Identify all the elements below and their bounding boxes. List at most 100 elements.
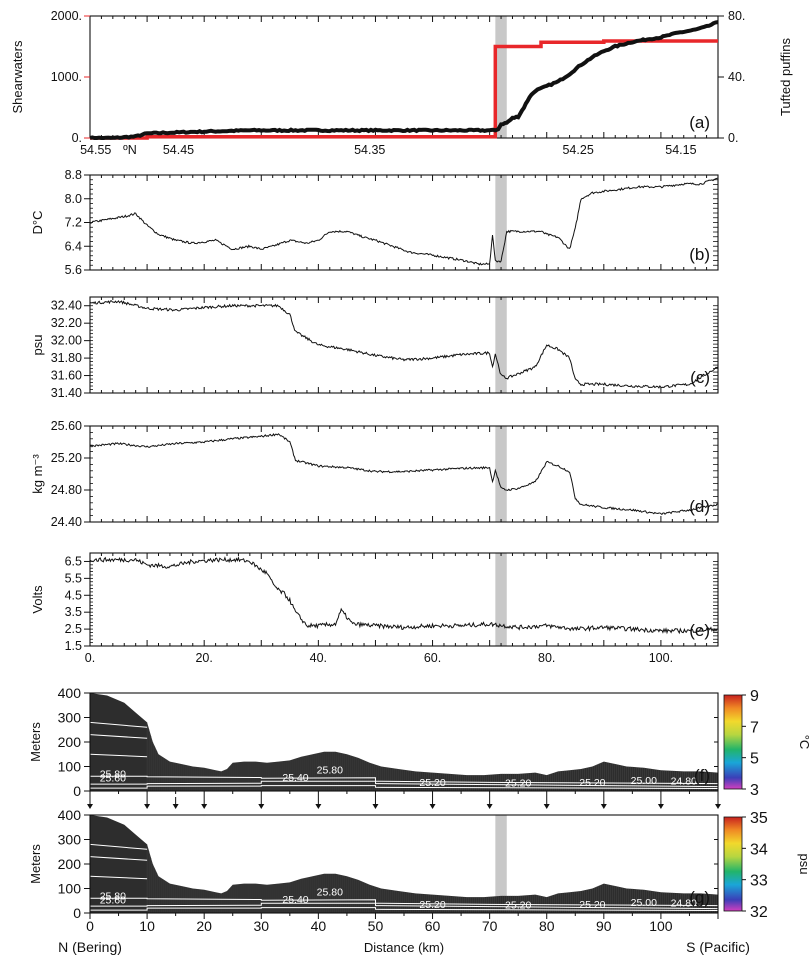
panel-c-y-tick-label: 32.00: [51, 334, 82, 348]
panel-d-series-line: [89, 433, 719, 516]
panel-d-y-ticks: 24.40 24.80 25.20 25.60: [51, 419, 718, 529]
panel-d-axis-title: kg m⁻³: [30, 454, 45, 494]
panel-c-y-tick-label: 31.60: [51, 369, 82, 383]
panel-e-label: (e): [689, 621, 710, 640]
panel-f-colorbar-tick-label: 3: [750, 782, 759, 799]
panel-a-left-tick-label: 0.: [72, 131, 82, 145]
panel-e-y-tick-label: 1.5: [65, 639, 82, 653]
panel-f-contour-label: 25.20: [579, 777, 605, 789]
x-axis-end-right-label: S (Pacific): [686, 939, 750, 955]
panel-f-colorbar: [723, 694, 743, 790]
x-axis-title: Distance (km): [364, 940, 444, 955]
panel-a-left-axis-title: Shearwaters: [10, 40, 25, 113]
frontal-zone-highlight: [495, 16, 507, 138]
panel-e-x-tick-label: 40.: [310, 651, 327, 665]
panel-a-left-tick-label: 2000.: [51, 9, 82, 23]
panel-g-x-tick-label: 20: [196, 918, 212, 934]
panel-a-left-y-ticks: 0. 1000. 2000.: [51, 9, 90, 145]
panel-a-right-tick-label: 0.: [728, 131, 738, 145]
panel-e-x-tick-label: 100.: [649, 651, 673, 665]
panel-d-y-tick-label: 24.40: [51, 515, 82, 529]
panel-a-x-tick-label: 54.25: [562, 143, 593, 157]
panel-d-axes: [89, 425, 719, 523]
panel-f-y-tick-label: 200: [58, 734, 82, 750]
panel-b-y-tick-label: 5.6: [65, 263, 82, 277]
panel-g-x-tick-label: 10: [139, 918, 155, 934]
panel-f-contour-label: 24.80: [671, 776, 697, 788]
panel-g-colorbar-unit: psu: [797, 854, 809, 875]
panel-e-x-tick-label: 20.: [195, 651, 212, 665]
x-axis-end-left-label: N (Bering): [58, 939, 122, 955]
panel-g-contour-label: 25.80: [317, 886, 343, 898]
panel-c-series-line: [89, 300, 719, 389]
panel-g-axis-title: Meters: [28, 844, 43, 884]
panel-f-label: (f): [694, 766, 710, 785]
panel-e-y-tick-label: 2.5: [65, 622, 82, 636]
panel-f-contour-label: 25.80: [317, 764, 343, 776]
panel-b-series-line: [89, 177, 719, 266]
frontal-zone-highlight: [495, 426, 507, 522]
panel-g-colorbar-tick-label: 34: [750, 841, 768, 858]
panel-d-frame: [89, 425, 719, 523]
panel-g-seafloor: [90, 815, 718, 913]
panel-c-y-tick-label: 32.40: [51, 299, 82, 313]
panel-e-y-tick-label: 4.5: [65, 588, 82, 602]
panel-g-label: (g): [689, 888, 710, 907]
panel-g-y-tick-label: 300: [58, 832, 82, 848]
panel-a-right-tick-label: 40.: [728, 70, 745, 84]
panel-b-y-tick-label: 8.0: [65, 192, 82, 206]
panel-f-contour-label: 25.80: [100, 769, 126, 781]
panel-e-y-tick-label: 6.5: [65, 554, 82, 568]
panel-c-label: (c): [690, 368, 710, 387]
panel-d-y-tick-label: 24.80: [51, 483, 82, 497]
panel-f-y-tick-label: 100: [58, 759, 82, 775]
panel-d-label: (d): [689, 497, 710, 516]
panel-c-axes: [89, 296, 719, 394]
panel-a-right-tick-label: 80.: [728, 9, 745, 23]
panel-g-colorbar-tick-label: 33: [750, 873, 768, 890]
panel-b-y-ticks: 5.6 6.4 7.2 8.0 8.8: [65, 168, 718, 277]
station-arrows: [87, 797, 721, 809]
panel-f-contour-label: 25.20: [505, 778, 531, 790]
panel-a-left-tick-label: 1000.: [51, 70, 82, 84]
panel-c-frame: [89, 296, 719, 394]
tufted-puffins-series-line: [89, 20, 719, 140]
panel-g-contour-label: 25.80: [100, 891, 126, 903]
panel-f-colorbar-tick-label: 7: [750, 719, 759, 736]
panel-f-colorbar-unit: °C: [797, 735, 809, 750]
panel-b-axis-title: D°C: [30, 211, 45, 235]
panel-g-x-tick-label: 100: [649, 918, 673, 934]
panel-b-y-tick-label: 7.2: [65, 216, 82, 230]
panel-b-label: (b): [689, 245, 710, 264]
panel-e-y-tick-label: 5.5: [65, 571, 82, 585]
panel-g-x-tick-label: 40: [311, 918, 327, 934]
panel-g-colorbar-tick-label: 32: [750, 904, 768, 921]
panel-a-x-tick-label: 54.45: [163, 143, 194, 157]
panel-g-x-tick-label: 60: [425, 918, 441, 934]
panel-a-x-tick-label: 54.55: [80, 143, 111, 157]
panel-e-axis-title: Volts: [30, 585, 45, 614]
panel-f-contour-label: 25.00: [631, 775, 657, 787]
panel-e-y-ticks: 1.5 2.5 3.5 4.5 5.5 6.5: [65, 554, 718, 653]
panel-e-axes: [89, 552, 719, 647]
panel-f-y-tick-label: 400: [58, 685, 82, 701]
panel-f-contour-label: 25.20: [419, 777, 445, 789]
panel-c-axis-title: psu: [30, 335, 45, 356]
frontal-zone-highlight: [495, 297, 507, 393]
panel-e-y-tick-label: 3.5: [65, 605, 82, 619]
frontal-zone-highlight: [495, 175, 507, 270]
panel-g-x-tick-label: 80: [539, 918, 555, 934]
panel-f-contour-label: 25.60: [100, 773, 126, 785]
panel-g-x-tick-label: 70: [482, 918, 498, 934]
panel-d-y-tick-label: 25.60: [51, 419, 82, 433]
panel-g-x-tick-label: 30: [253, 918, 269, 934]
panel-f-y-tick-label: 300: [58, 710, 82, 726]
panel-g-colorbar: [723, 816, 743, 912]
frontal-zone-highlight: [495, 553, 507, 646]
panel-g-x-tick-label: 90: [596, 918, 612, 934]
panel-f-seafloor: [90, 693, 718, 791]
panel-g-x-tick-label: 0: [86, 918, 94, 934]
